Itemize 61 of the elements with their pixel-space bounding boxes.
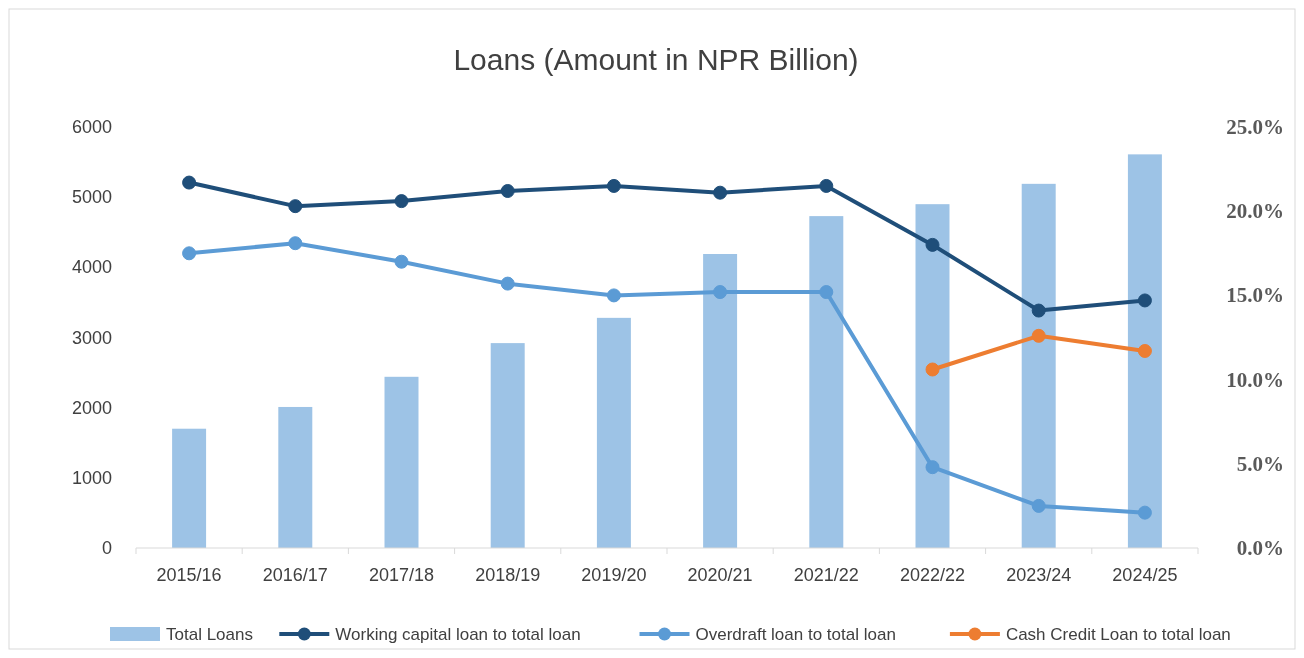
bar [384,376,419,548]
y2-tick-label: 0.0% [1236,536,1284,560]
point [288,236,303,251]
y-tick-label: 4000 [71,257,112,278]
y-tick-label: 3000 [71,327,112,348]
bar [1021,183,1056,548]
bar [278,406,313,548]
point [394,254,409,269]
chart-title: Loans (Amount in NPR Billion) [453,43,859,76]
point [819,285,834,300]
legend-label: Cash Credit Loan to total loan [1005,625,1231,644]
y2-tick-label: 10.0% [1226,367,1284,392]
legend-label: Total Loans [166,625,253,644]
point [606,288,621,303]
point [500,276,515,291]
y-tick-label: 1000 [71,467,112,488]
point [713,285,728,300]
point [1137,505,1152,520]
point [925,237,940,252]
y2-tick-label: 20.0% [1226,199,1284,224]
bar [596,317,631,548]
point [606,178,621,193]
point [713,185,728,200]
point [394,194,409,209]
y-tick-label: 5000 [71,187,112,208]
y2-tick-label: 5.0% [1236,451,1284,476]
point [925,460,940,475]
x-tick-label: 2015/16 [156,565,222,585]
y-tick-label: 0 [101,538,112,558]
point [1031,303,1046,318]
point [925,362,940,377]
legend-label: Working capital loan to total loan [335,625,581,644]
point [182,246,197,261]
point [288,199,303,214]
y-tick-label: 6000 [71,117,112,137]
x-tick-label: 2018/19 [475,565,541,585]
y2-tick-label: 25.0% [1226,115,1284,139]
point [500,183,515,198]
y-tick-label: 2000 [71,397,112,418]
x-tick-label: 2019/20 [581,565,647,585]
y2-tick-label: 15.0% [1226,283,1284,308]
bar [915,204,950,548]
bar [172,428,207,548]
point [182,175,197,190]
x-tick-label: 2023/24 [1006,565,1072,585]
x-tick-label: 2022/22 [899,565,966,585]
point [819,178,834,193]
bar [490,343,525,548]
point [1137,343,1152,358]
x-tick-label: 2016/17 [262,565,328,585]
x-tick-label: 2021/22 [793,565,859,585]
point [1137,293,1152,308]
legend-label: Overdraft loan to total loan [695,625,896,644]
x-tick-label: 2017/18 [368,565,435,585]
bar [1127,154,1162,548]
bar [703,254,738,548]
bar [809,216,844,548]
x-tick-label: 2024/25 [1112,565,1178,585]
x-tick-label: 2020/21 [687,565,753,585]
point [1031,498,1046,513]
point [1031,328,1046,343]
